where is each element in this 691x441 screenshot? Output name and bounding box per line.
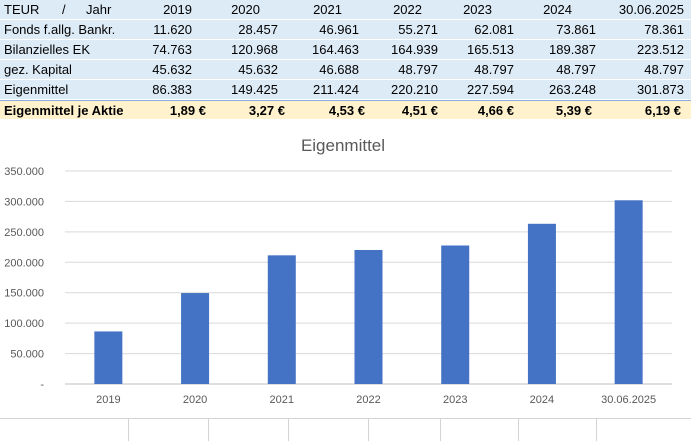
table-cell: 301.873: [637, 82, 684, 97]
table-cell: 73.861: [556, 22, 596, 37]
table-cell: 149.425: [231, 82, 278, 97]
table-cell: 48.797: [474, 62, 514, 77]
summary-cell: 4,53 €: [328, 103, 365, 118]
x-tick-label: 2019: [96, 394, 120, 406]
header-separator: /: [62, 2, 66, 17]
column-header: 30.06.2025: [618, 2, 684, 17]
table-cell: 48.797: [398, 62, 438, 77]
x-tick-label: 2024: [530, 394, 554, 406]
bar: [527, 223, 556, 384]
table-cell: 164.939: [391, 42, 438, 57]
eigenmittel-chart: Eigenmittel - 50.000 100.000 150.000 200.000 2…: [0, 122, 691, 418]
y-tick-label: -: [40, 379, 44, 391]
sheet-grid-row: [0, 418, 691, 441]
table-cell: 120.968: [231, 42, 278, 57]
summary-cell: 4,66 €: [477, 103, 514, 118]
table-cell: 55.271: [398, 22, 438, 37]
summary-row: Eigenmittel je Aktie 1,89 € 3,27 € 4,53 …: [0, 100, 691, 120]
x-tick-label: 2020: [183, 394, 207, 406]
column-header: 2023: [463, 2, 492, 17]
row-label: Fonds f.allg. Bankr.: [4, 22, 116, 37]
table-cell: 223.512: [637, 42, 684, 57]
table-cell: 86.383: [152, 82, 192, 97]
summary-cell: 1,89 €: [169, 103, 206, 118]
y-tick-label: 50.000: [10, 349, 44, 361]
summary-label: Eigenmittel je Aktie: [4, 103, 124, 118]
y-tick-label: 100.000: [4, 318, 44, 330]
table-cell: 78.361: [644, 22, 684, 37]
bar: [267, 255, 296, 384]
table-cell: 189.387: [549, 42, 596, 57]
table-row: Bilanzielles EK 74.763 120.968 164.463 1…: [0, 40, 691, 60]
x-tick-label: 2023: [443, 394, 467, 406]
column-header: 2022: [393, 2, 422, 17]
column-header: 2024: [543, 2, 572, 17]
x-tick-label: 30.06.2025: [601, 394, 656, 406]
table-row: Fonds f.allg. Bankr. 11.620 28.457 46.96…: [0, 20, 691, 40]
table-cell: 46.688: [319, 62, 359, 77]
bar: [614, 200, 643, 384]
table-cell: 263.248: [549, 82, 596, 97]
table-cell: 45.632: [238, 62, 278, 77]
bar: [354, 249, 383, 384]
table-cell: 165.513: [467, 42, 514, 57]
table-row: gez. Kapital 45.632 45.632 46.688 48.797…: [0, 60, 691, 80]
table-cell: 48.797: [644, 62, 684, 77]
summary-cell: 6,19 €: [644, 103, 681, 118]
table-cell: 45.632: [152, 62, 192, 77]
data-table: TEUR / Jahr 2019 2020 2021 2022 2023 202…: [0, 0, 691, 120]
summary-cell: 4,51 €: [401, 103, 438, 118]
y-tick-label: 300.000: [4, 196, 44, 208]
summary-cell: 3,27 €: [248, 103, 285, 118]
table-cell: 46.961: [319, 22, 359, 37]
header-year-label: Jahr: [86, 2, 112, 17]
row-label: gez. Kapital: [4, 62, 72, 77]
y-tick-label: 350.000: [4, 166, 44, 178]
y-tick-label: 250.000: [4, 227, 44, 239]
row-label: Eigenmittel: [4, 82, 69, 97]
chart-title: Eigenmittel: [301, 136, 385, 155]
table-cell: 211.424: [312, 82, 359, 97]
table-cell: 220.210: [391, 82, 438, 97]
x-tick-label: 2021: [270, 394, 294, 406]
column-header: 2020: [231, 2, 260, 17]
bar: [181, 293, 210, 384]
table-cell: 227.594: [467, 82, 514, 97]
table-cell: 28.457: [238, 22, 278, 37]
table-row: Eigenmittel 86.383 149.425 211.424 220.2…: [0, 80, 691, 100]
chart-canvas: Eigenmittel - 50.000 100.000 150.000 200.000 2…: [4, 136, 672, 406]
column-header: 2021: [313, 2, 342, 17]
bar: [441, 245, 470, 384]
table-header-row: TEUR / Jahr 2019 2020 2021 2022 2023 202…: [0, 0, 691, 20]
column-header: 2019: [163, 2, 192, 17]
table-cell: 74.763: [152, 42, 192, 57]
bar: [94, 331, 123, 384]
header-unit: TEUR: [4, 2, 40, 17]
table-cell: 48.797: [556, 62, 596, 77]
table-cell: 62.081: [474, 22, 514, 37]
y-tick-label: 200.000: [4, 257, 44, 269]
x-tick-label: 2022: [356, 394, 380, 406]
table-cell: 11.620: [153, 22, 192, 37]
row-label: Bilanzielles EK: [4, 42, 90, 57]
table-cell: 164.463: [312, 42, 359, 57]
summary-cell: 5,39 €: [555, 103, 592, 118]
y-tick-label: 150.000: [4, 288, 44, 300]
